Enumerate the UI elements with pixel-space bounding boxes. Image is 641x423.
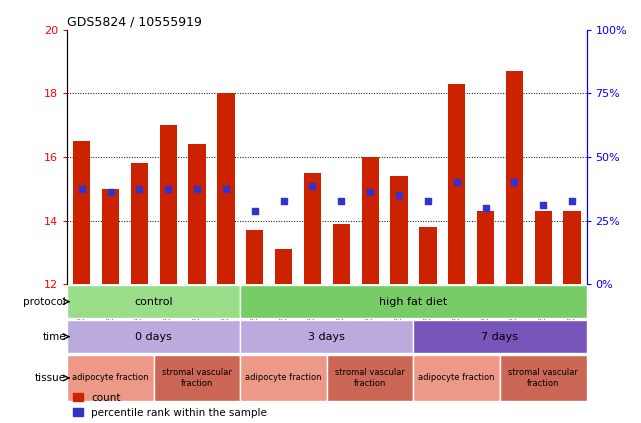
Point [365,189,376,195]
Point [336,198,346,205]
Text: high fat diet: high fat diet [379,297,447,307]
Bar [240,285,587,319]
Point [481,204,491,211]
Point [105,189,115,195]
Text: tissue: tissue [35,373,66,383]
Bar [506,71,523,284]
Text: GDS5824 / 10555919: GDS5824 / 10555919 [67,16,202,28]
Bar [246,230,263,284]
Point [192,185,203,192]
Legend: count, percentile rank within the sample: count, percentile rank within the sample [72,393,267,418]
Bar [67,354,154,401]
Text: 0 days: 0 days [135,332,172,342]
Bar [304,173,321,284]
Text: 7 days: 7 days [481,332,519,342]
Bar [102,189,119,284]
Point [77,185,87,192]
Text: time: time [42,332,66,342]
Bar [413,320,587,354]
Text: 3 days: 3 days [308,332,345,342]
Point [307,182,317,189]
Bar [390,176,408,284]
Text: control: control [135,297,173,307]
Bar [160,125,177,284]
Point [278,198,288,205]
Text: stromal vascular
fraction: stromal vascular fraction [508,368,578,388]
Bar [419,227,437,284]
Point [394,192,404,198]
Text: protocol: protocol [23,297,66,307]
Bar [188,144,206,284]
Bar [275,249,292,284]
Bar [154,354,240,401]
Text: stromal vascular
fraction: stromal vascular fraction [162,368,232,388]
Bar [362,157,379,284]
Bar [217,93,235,284]
Bar [477,211,494,284]
Bar [67,320,240,354]
Bar [448,84,465,284]
Point [423,198,433,205]
Point [221,185,231,192]
Text: adipocyte fraction: adipocyte fraction [72,374,149,382]
Bar [500,354,587,401]
Bar [131,163,148,284]
Bar [333,224,350,284]
Bar [413,354,500,401]
Bar [563,211,581,284]
Bar [240,320,413,354]
Text: adipocyte fraction: adipocyte fraction [246,374,322,382]
Text: adipocyte fraction: adipocyte fraction [419,374,495,382]
Point [509,179,519,186]
Point [249,208,260,214]
Bar [240,354,327,401]
Bar [535,211,552,284]
Point [163,185,173,192]
Point [538,201,548,208]
Bar [73,141,90,284]
Text: stromal vascular
fraction: stromal vascular fraction [335,368,405,388]
Point [451,179,462,186]
Point [135,185,145,192]
Bar [327,354,413,401]
Point [567,198,577,205]
Bar [67,285,240,319]
